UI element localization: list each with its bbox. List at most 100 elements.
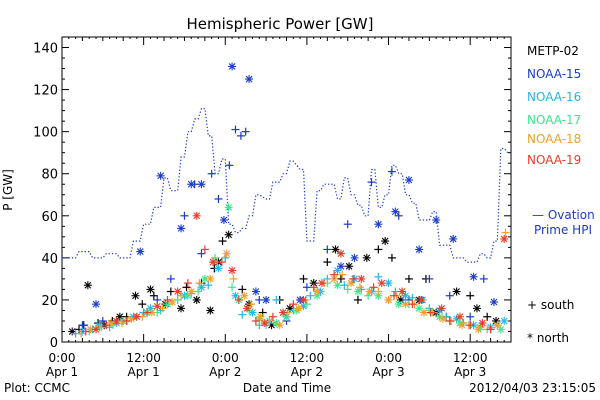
- x-tick-time-label: 12:00: [126, 351, 161, 365]
- south-point-marker: [369, 283, 378, 292]
- south-point-marker: [247, 300, 256, 309]
- south-point-marker: [343, 220, 352, 229]
- south-point-marker: [194, 287, 203, 296]
- south-point-marker: [391, 287, 400, 296]
- south-point-marker: [501, 228, 510, 237]
- x-axis-label: Date and Time: [243, 381, 331, 395]
- north-point-marker: [381, 237, 390, 246]
- north-point-marker: [336, 249, 345, 258]
- south-point-marker: [207, 169, 216, 178]
- y-axis-label: P [GW]: [1, 169, 15, 211]
- footer-timestamp: 2012/04/03 23:15:05: [469, 381, 596, 395]
- north-point-marker: [177, 224, 186, 233]
- south-point-marker: [483, 312, 492, 321]
- south-point-marker: [156, 306, 165, 315]
- south-point-marker: [479, 274, 488, 283]
- north-point-marker: [449, 234, 458, 243]
- north-point-marker: [333, 281, 342, 290]
- south-point-marker: [229, 274, 238, 283]
- north-point-marker: [455, 312, 464, 321]
- south-point-marker: [218, 237, 227, 246]
- south-point-marker: [425, 274, 434, 283]
- south-point-marker: [289, 300, 298, 309]
- south-point-marker: [251, 316, 260, 325]
- south-point-marker: [302, 283, 311, 292]
- x-tick-time-label: 12:00: [290, 351, 325, 365]
- north-point-marker: [240, 291, 249, 300]
- north-point-marker: [415, 245, 424, 254]
- x-tick-date-label: Apr 1: [128, 365, 160, 379]
- south-point-marker: [353, 295, 362, 304]
- south-point-marker: [306, 291, 315, 300]
- north-point-marker: [432, 216, 441, 224]
- north-point-marker: [347, 279, 356, 288]
- north-point-marker: [489, 298, 498, 307]
- north-point-marker: [262, 295, 271, 304]
- north-point-marker: [168, 298, 177, 307]
- south-point-marker: [445, 291, 454, 300]
- north-point-marker: [493, 321, 502, 330]
- north-point-marker: [132, 312, 141, 321]
- north-point-marker: [362, 253, 371, 262]
- north-point-marker: [136, 247, 145, 256]
- north-point-marker: [437, 304, 446, 313]
- legend-entry-noaa-16: NOAA-16: [527, 90, 581, 104]
- south-point-marker: [177, 291, 186, 300]
- north-point-marker: [333, 266, 342, 275]
- north-point-marker: [112, 316, 121, 325]
- north-point-marker: [398, 287, 407, 296]
- north-point-marker: [345, 262, 354, 271]
- south-point-marker: [180, 211, 189, 220]
- north-point-marker: [500, 316, 509, 325]
- north-point-marker: [331, 245, 340, 254]
- footer-plot-credit: Plot: CCMC: [4, 381, 70, 395]
- north-point-marker: [472, 304, 481, 313]
- north-point-marker: [251, 287, 260, 296]
- north-point-marker: [245, 75, 254, 84]
- south-point-marker: [214, 194, 223, 203]
- south-point-marker: [349, 274, 358, 283]
- south-point-marker: [182, 283, 191, 292]
- south-point-marker: [367, 178, 376, 187]
- north-point-marker: [294, 304, 303, 313]
- north-point-marker: [458, 321, 467, 330]
- south-point-marker: [323, 258, 332, 267]
- north-point-marker: [209, 258, 218, 267]
- x-tick-date-label: Apr 1: [46, 365, 78, 379]
- south-point-marker: [387, 167, 396, 176]
- north-point-marker: [384, 279, 393, 288]
- north-point-marker: [336, 262, 345, 271]
- south-point-marker: [225, 161, 234, 170]
- x-tick-time-label: 0:00: [375, 351, 402, 365]
- north-point-marker: [394, 300, 403, 309]
- south-point-marker: [138, 300, 147, 309]
- legend-entry-noaa-17: NOAA-17: [527, 113, 581, 127]
- legend-north-marker: * north: [527, 331, 569, 345]
- south-point-marker: [75, 325, 84, 334]
- north-point-marker: [377, 279, 386, 288]
- x-tick-date-label: Apr 3: [372, 365, 404, 379]
- south-point-marker: [466, 321, 475, 330]
- y-tick-label: 120: [33, 84, 58, 99]
- plot-frame: [61, 36, 512, 343]
- south-point-marker: [282, 312, 291, 321]
- north-point-marker: [500, 234, 509, 243]
- south-point-marker: [374, 272, 383, 281]
- y-tick-label: 20: [41, 294, 58, 309]
- legend-ovation-line1: — Ovation: [532, 208, 595, 222]
- legend-south-marker: + south: [527, 298, 574, 312]
- north-point-marker: [285, 304, 294, 313]
- north-point-marker: [228, 266, 237, 275]
- north-point-marker: [391, 207, 400, 216]
- north-point-marker: [115, 312, 124, 321]
- south-point-marker: [228, 283, 237, 292]
- x-tick-time-label: 12:00: [453, 351, 488, 365]
- north-point-marker: [92, 300, 101, 309]
- north-point-marker: [83, 281, 92, 290]
- north-point-marker: [197, 180, 206, 189]
- north-point-marker: [260, 319, 269, 328]
- north-point-marker: [187, 287, 196, 296]
- south-point-marker: [340, 281, 349, 290]
- south-point-marker: [404, 274, 413, 283]
